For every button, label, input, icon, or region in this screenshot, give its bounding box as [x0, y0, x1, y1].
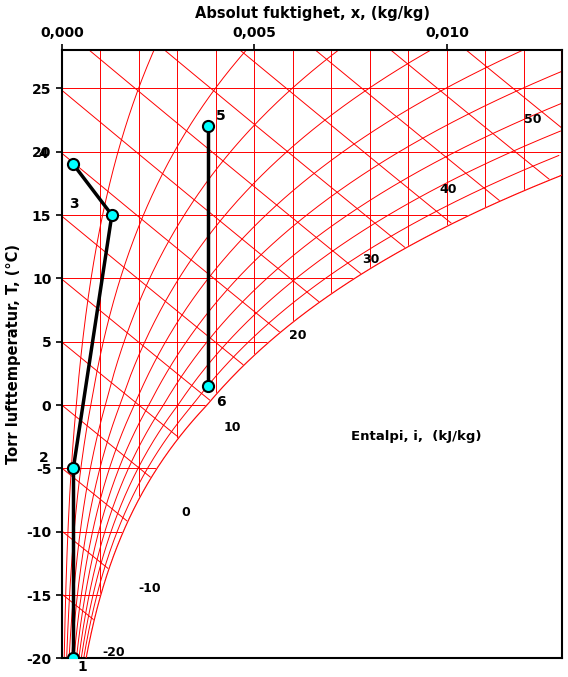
- Text: 4: 4: [39, 146, 48, 160]
- Text: 20: 20: [289, 329, 307, 342]
- Text: 40: 40: [439, 183, 457, 196]
- Text: -20: -20: [102, 646, 125, 659]
- Text: 0: 0: [181, 506, 190, 519]
- Text: 2: 2: [39, 451, 48, 464]
- Text: Entalpi, i,  (kJ/kg): Entalpi, i, (kJ/kg): [350, 431, 481, 443]
- X-axis label: Absolut fuktighet, x, (kg/kg): Absolut fuktighet, x, (kg/kg): [195, 5, 429, 20]
- Text: 3: 3: [69, 197, 79, 211]
- Text: 50: 50: [524, 114, 541, 127]
- Text: -10: -10: [139, 582, 161, 595]
- Text: 1: 1: [77, 659, 87, 674]
- Y-axis label: Torr lufttemperatur, T, (°C): Torr lufttemperatur, T, (°C): [6, 244, 20, 464]
- Polygon shape: [86, 50, 562, 659]
- Text: 30: 30: [362, 253, 379, 266]
- Text: 10: 10: [224, 421, 241, 435]
- Text: 5: 5: [216, 108, 225, 123]
- Text: 6: 6: [216, 395, 225, 409]
